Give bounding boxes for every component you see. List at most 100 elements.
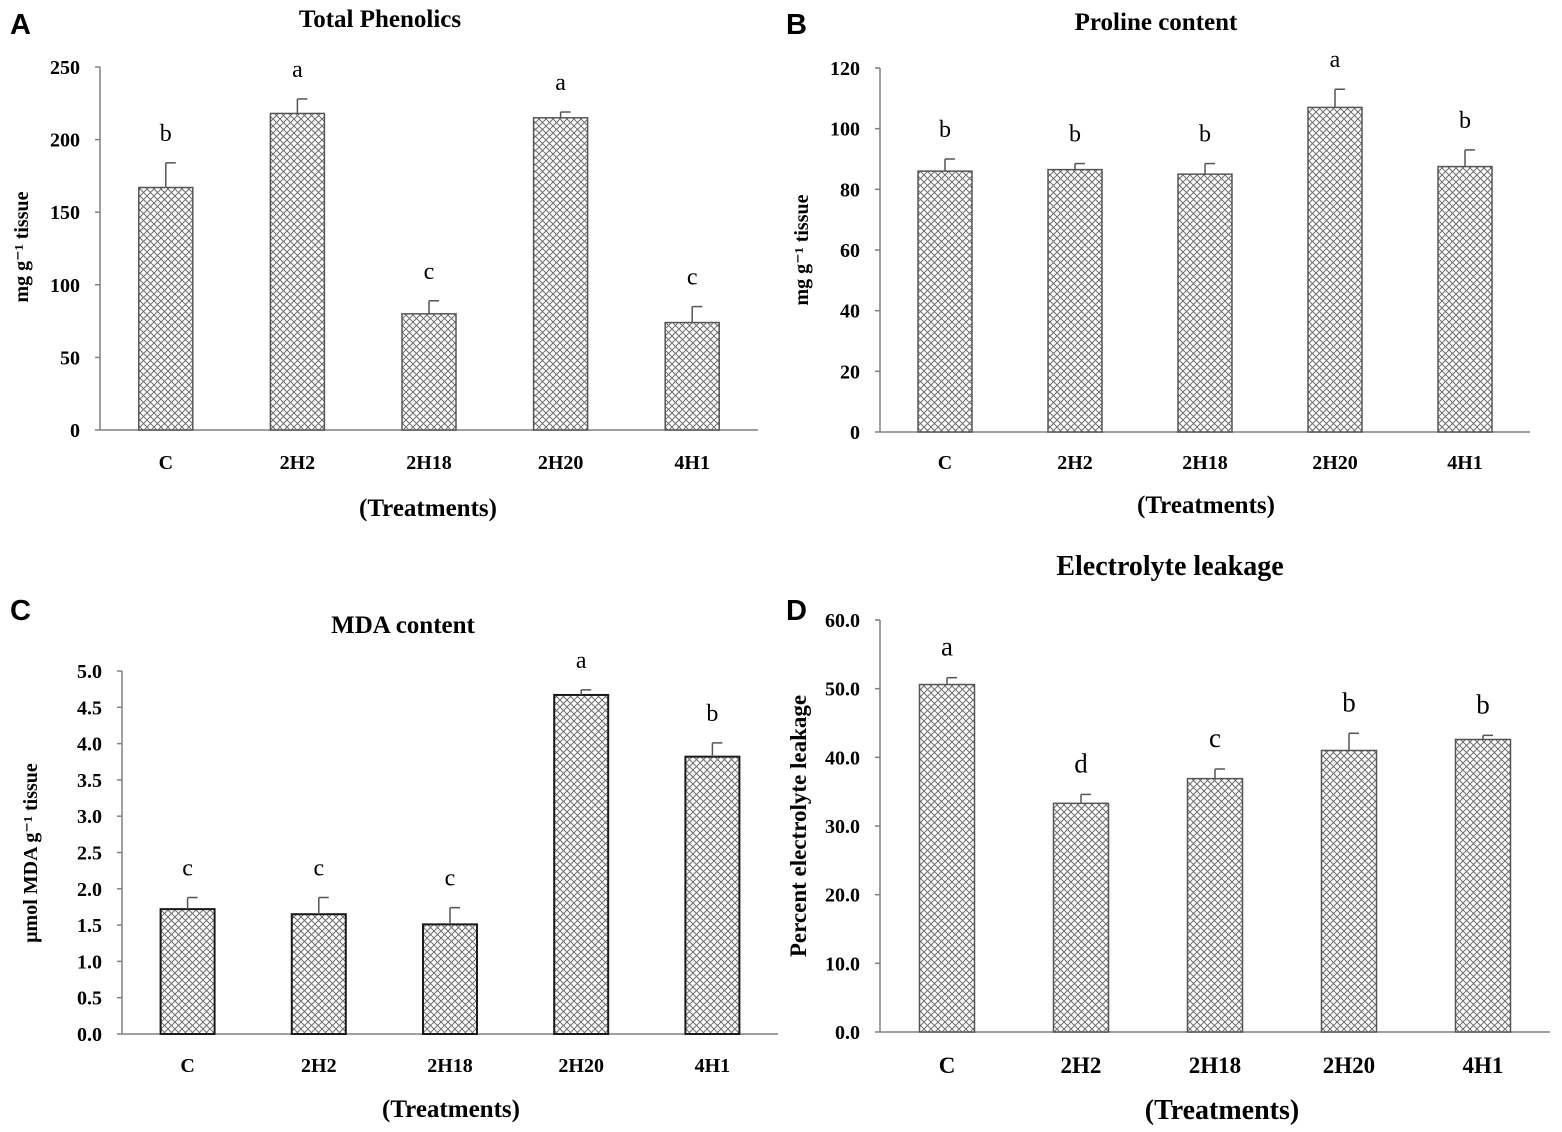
panel-label: A — [10, 9, 31, 41]
significance-letter: c — [687, 265, 698, 291]
bar — [290, 913, 347, 1036]
significance-letter: c — [445, 866, 456, 892]
category-label: 2H18 — [1182, 452, 1228, 474]
significance-letter: a — [1330, 47, 1341, 73]
bar — [1052, 802, 1110, 1033]
x-axis-label: (Treatments) — [382, 1096, 520, 1123]
y-tick-label: 2.5 — [77, 843, 102, 865]
significance-letter: a — [555, 70, 566, 96]
bar — [918, 683, 976, 1033]
y-tick-label: 20 — [840, 361, 860, 383]
y-tick-label: 200 — [50, 130, 80, 152]
category-label: 2H18 — [427, 1055, 473, 1077]
category-label: C — [180, 1055, 194, 1077]
y-tick-label: 30.0 — [825, 816, 860, 838]
bar — [917, 170, 973, 433]
bar — [422, 923, 478, 1036]
significance-letter: b — [939, 117, 951, 143]
category-label: 2H18 — [1189, 1053, 1241, 1078]
significance-letter: b — [1199, 122, 1211, 148]
y-tick-label: 0 — [850, 422, 860, 444]
y-tick-label: 120 — [830, 58, 860, 80]
bar — [401, 313, 457, 431]
y-tick-label: 3.5 — [77, 770, 102, 792]
bar — [1454, 738, 1512, 1033]
y-tick-label: 20.0 — [825, 885, 860, 907]
y-tick-label: 100 — [830, 119, 860, 141]
bar — [553, 693, 610, 1035]
panel-c: C MDA content μmol MDA g⁻¹ tissue (Treat… — [10, 595, 778, 1123]
y-tick-label: 0 — [70, 420, 80, 442]
y-tick-label: 60 — [840, 240, 860, 262]
category-label: 2H2 — [280, 452, 316, 474]
y-tick-label: 50 — [60, 347, 80, 369]
y-axis-label: mg g⁻¹ tissue — [11, 191, 33, 302]
bar — [664, 321, 720, 431]
y-tick-label: 4.0 — [77, 734, 102, 756]
category-label: 4H1 — [674, 452, 710, 474]
chart-title: Total Phenolics — [299, 6, 462, 33]
significance-letter: c — [1209, 723, 1221, 753]
plot-area: 0.0 10.0 20.0 30.0 40.0 50.0 60.0 a Cd 2H2 c 2H18 b 2… — [825, 610, 1550, 1078]
category-label: 2H2 — [1057, 452, 1093, 474]
bar — [1186, 777, 1244, 1033]
significance-letter: b — [706, 701, 718, 727]
bar — [1437, 165, 1493, 433]
panel-d: D Electrolyte leakage Percent electrolyt… — [786, 551, 1550, 1126]
plot-area: 0.0 0.5 1.0 1.5 2.0 2.5 3.0 3.5 4.0 4.5 5.0 c Cc 2H2 c… — [77, 648, 778, 1077]
x-axis-label: (Treatments) — [359, 495, 497, 522]
category-label: 4H1 — [695, 1055, 731, 1077]
y-tick-label: 10.0 — [825, 953, 860, 975]
y-tick-label: 0.0 — [77, 1024, 102, 1046]
bar — [1307, 106, 1363, 433]
significance-letter: b — [1342, 687, 1356, 717]
y-tick-label: 2.0 — [77, 879, 102, 901]
panel-label: B — [786, 9, 807, 41]
bar — [532, 117, 589, 431]
category-label: 4H1 — [1447, 452, 1483, 474]
panel-a: A Total Phenolics mg g⁻¹ tissue (Treatme… — [10, 6, 758, 522]
y-tick-label: 50.0 — [825, 679, 860, 701]
significance-letter: b — [160, 121, 172, 147]
y-tick-label: 40.0 — [825, 747, 860, 769]
significance-letter: a — [576, 648, 587, 674]
bar — [684, 755, 741, 1036]
panel-label: D — [786, 595, 807, 627]
y-tick-label: 4.5 — [77, 697, 102, 719]
category-label: 2H20 — [1323, 1053, 1375, 1078]
significance-letter: c — [424, 259, 435, 285]
category-label: 2H18 — [406, 452, 452, 474]
category-label: C — [938, 452, 952, 474]
y-tick-label: 0.0 — [835, 1022, 860, 1044]
bar — [138, 186, 194, 431]
significance-letter: a — [292, 57, 303, 83]
bar — [269, 112, 326, 431]
category-label: 2H20 — [558, 1055, 604, 1077]
category-label: C — [939, 1053, 956, 1078]
y-tick-label: 80 — [840, 179, 860, 201]
chart-title: Electrolyte leakage — [1056, 551, 1283, 582]
category-label: C — [159, 452, 173, 474]
category-label: 2H20 — [538, 452, 584, 474]
panel-b: B Proline content mg g⁻¹ tissue (Treatme… — [786, 9, 1530, 519]
y-tick-label: 3.0 — [77, 806, 102, 828]
category-label: 4H1 — [1463, 1053, 1504, 1078]
category-label: 2H2 — [1061, 1053, 1102, 1078]
significance-letter: d — [1074, 748, 1088, 778]
x-axis-label: (Treatments) — [1145, 1095, 1299, 1126]
significance-letter: c — [182, 856, 193, 882]
y-tick-label: 1.5 — [77, 915, 102, 937]
y-axis-label: mg g⁻¹ tissue — [791, 194, 813, 305]
y-tick-label: 40 — [840, 301, 860, 323]
bar — [159, 908, 216, 1035]
y-tick-label: 60.0 — [825, 610, 860, 632]
category-label: 2H20 — [1312, 452, 1358, 474]
panel-label: C — [10, 595, 31, 627]
significance-letter: a — [941, 632, 953, 662]
y-tick-label: 150 — [50, 202, 80, 224]
significance-letter: b — [1476, 689, 1490, 719]
chart-title: MDA content — [331, 612, 475, 639]
x-axis-label: (Treatments) — [1137, 492, 1275, 519]
y-tick-label: 0.5 — [77, 988, 102, 1010]
